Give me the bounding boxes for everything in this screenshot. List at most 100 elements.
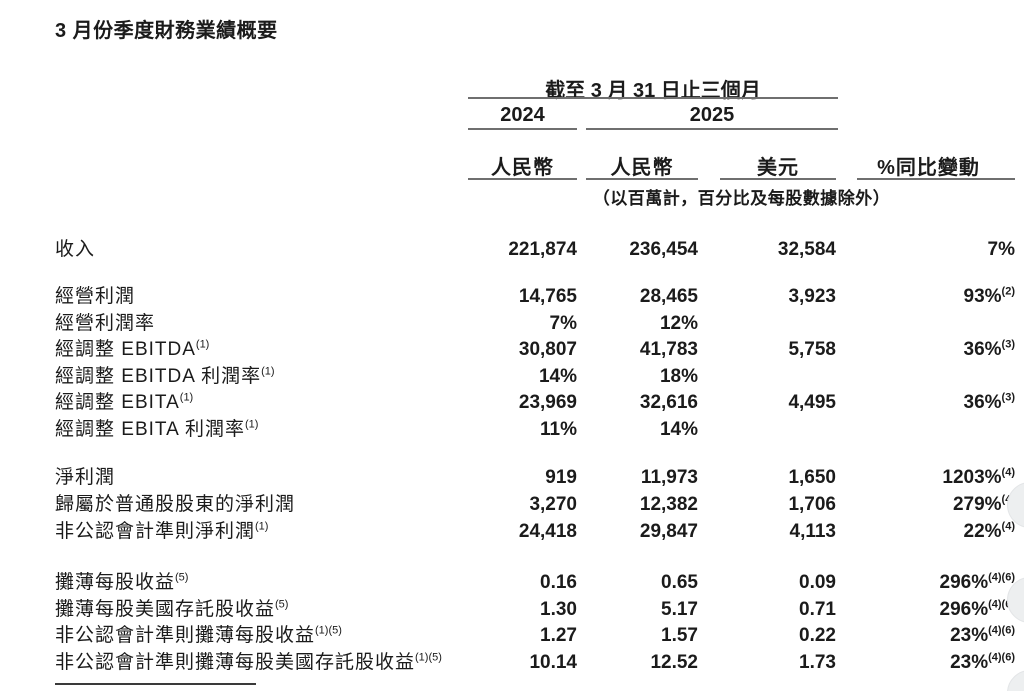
year-2025-header: 2025: [689, 104, 735, 126]
yoy-footnote: (4)(6): [988, 624, 1015, 637]
value-usd: 1,650: [788, 467, 836, 488]
column-header-yoy: %同比變動: [877, 157, 980, 179]
row-label: 非公認會計準則攤薄每股美國存託股收益(1)(5): [55, 651, 442, 673]
units-note: （以百萬計，百分比及每股數據除外）: [592, 189, 891, 208]
table-row: 收入 221,874 236,454 32,584 7%: [55, 239, 1015, 260]
row-label: 經營利潤: [55, 286, 136, 307]
period-header-rule: [468, 97, 838, 99]
yoy-footnote: (4): [1001, 466, 1015, 479]
value-rmb-2024: 24,418: [518, 521, 577, 542]
value-rmb-2024: 1.27: [540, 625, 577, 646]
column-header-rmb-2024: 人民幣: [491, 157, 554, 179]
value-usd: 0.22: [799, 625, 836, 646]
value-rmb-2024: 3,270: [529, 494, 577, 515]
value-usd: 0.09: [799, 572, 836, 593]
table-row: 經營利潤 14,765 28,465 3,923 93%(2): [55, 286, 1015, 307]
label-footnote: (1): [195, 338, 210, 351]
table-row: 經調整 EBITDA 利潤率(1) 14% 18%: [55, 366, 1015, 387]
footnote-divider: [55, 683, 256, 685]
value-rmb-2025: 14%: [659, 419, 698, 440]
page-title: 3 月份季度財務業績概要: [55, 20, 278, 42]
value-rmb-2025: 28,465: [639, 286, 698, 307]
value-rmb-2025: 18%: [659, 366, 698, 387]
column-rule-usd: [720, 178, 836, 180]
table-row: 非公認會計準則淨利潤(1) 24,418 29,847 4,113 22%(4): [55, 521, 1015, 542]
value-rmb-2025: 12%: [659, 313, 698, 334]
row-label: 非公認會計準則淨利潤(1): [55, 520, 269, 542]
table-row: 經營利潤率 7% 12%: [55, 313, 1015, 334]
year-2024-header: 2024: [500, 104, 545, 126]
value-usd: 32,584: [777, 239, 836, 260]
label-footnote: (5): [175, 571, 189, 584]
value-yoy: 7%: [987, 239, 1015, 260]
yoy-footnote: (4)(6): [988, 598, 1015, 611]
value-usd: 1.73: [799, 652, 836, 673]
row-label: 經調整 EBITDA 利潤率(1): [55, 365, 275, 387]
value-yoy: 23%(4)(6): [950, 624, 1015, 646]
row-label: 經調整 EBITA(1): [55, 391, 194, 413]
row-label: 淨利潤: [55, 467, 116, 488]
row-label: 經調整 EBITA 利潤率(1): [55, 418, 259, 440]
row-label: 收入: [55, 239, 96, 260]
value-rmb-2024: 0.16: [540, 572, 577, 593]
value-yoy: 296%(4)(6): [939, 598, 1016, 620]
value-rmb-2025: 29,847: [639, 521, 698, 542]
value-rmb-2024: 919: [545, 467, 577, 488]
column-rule-rmb-2024: [468, 178, 577, 180]
yoy-footnote: (4): [1001, 520, 1015, 533]
table-row: 經調整 EBITA(1) 23,969 32,616 4,495 36%(3): [55, 392, 1015, 413]
value-rmb-2025: 12,382: [639, 494, 698, 515]
value-usd: 0.71: [799, 599, 836, 620]
year-2024-rule: [468, 128, 577, 130]
value-rmb-2024: 11%: [540, 419, 577, 440]
column-header-usd: 美元: [757, 157, 799, 179]
value-yoy: 23%(4)(6): [950, 651, 1015, 673]
value-rmb-2024: 221,874: [508, 239, 577, 260]
label-footnote: (5): [275, 598, 289, 611]
value-usd: 3,923: [788, 286, 836, 307]
value-yoy: 1203%(4): [942, 466, 1015, 488]
table-row: 非公認會計準則攤薄每股收益(1)(5) 1.27 1.57 0.22 23%(4…: [55, 625, 1015, 646]
value-yoy: 36%(3): [963, 391, 1015, 413]
table-row: 經調整 EBITA 利潤率(1) 11% 14%: [55, 419, 1015, 440]
year-2025-rule: [586, 128, 838, 130]
row-label: 經調整 EBITDA(1): [55, 338, 210, 360]
value-rmb-2024: 7%: [549, 313, 577, 334]
value-rmb-2025: 1.57: [661, 625, 698, 646]
value-yoy: 93%(2): [963, 285, 1015, 307]
yoy-footnote: (3): [1001, 391, 1015, 404]
value-rmb-2024: 14,765: [518, 286, 577, 307]
label-footnote: (1)(5): [315, 624, 342, 637]
value-usd: 5,758: [788, 339, 836, 360]
row-label: 歸屬於普通股股東的淨利潤: [55, 494, 296, 515]
value-yoy: 36%(3): [963, 338, 1015, 360]
value-rmb-2024: 14%: [538, 366, 577, 387]
value-usd: 4,113: [789, 521, 837, 542]
value-rmb-2024: 30,807: [518, 339, 577, 360]
yoy-footnote: (4)(6): [988, 571, 1015, 584]
column-header-rmb-2025: 人民幣: [610, 157, 674, 179]
value-rmb-2025: 32,616: [639, 392, 698, 413]
period-header: 截至 3 月 31 日止三個月: [545, 80, 761, 102]
value-rmb-2025: 12.52: [650, 652, 698, 673]
value-rmb-2024: 1.30: [540, 599, 577, 620]
value-rmb-2024: 10.14: [529, 652, 577, 673]
row-label: 攤薄每股美國存託股收益(5): [55, 598, 289, 620]
column-rule-yoy: [857, 178, 1015, 180]
value-rmb-2024: 23,969: [518, 392, 577, 413]
label-footnote: (1): [255, 520, 269, 533]
table-row: 經調整 EBITDA(1) 30,807 41,783 5,758 36%(3): [55, 339, 1015, 360]
row-label: 非公認會計準則攤薄每股收益(1)(5): [55, 624, 342, 646]
value-rmb-2025: 5.17: [661, 599, 698, 620]
value-rmb-2025: 11,973: [640, 467, 698, 488]
floating-edge-button[interactable]: [1007, 670, 1024, 691]
row-label: 攤薄每股收益(5): [55, 571, 189, 593]
label-footnote: (1): [245, 418, 259, 431]
table-row: 攤薄每股收益(5) 0.16 0.65 0.09 296%(4)(6): [55, 572, 1015, 593]
table-row: 歸屬於普通股股東的淨利潤 3,270 12,382 1,706 279%(4): [55, 494, 1015, 515]
label-footnote: (1)(5): [415, 651, 442, 664]
value-usd: 1,706: [788, 494, 836, 515]
value-usd: 4,495: [788, 392, 836, 413]
value-yoy: 296%(4)(6): [939, 571, 1016, 593]
